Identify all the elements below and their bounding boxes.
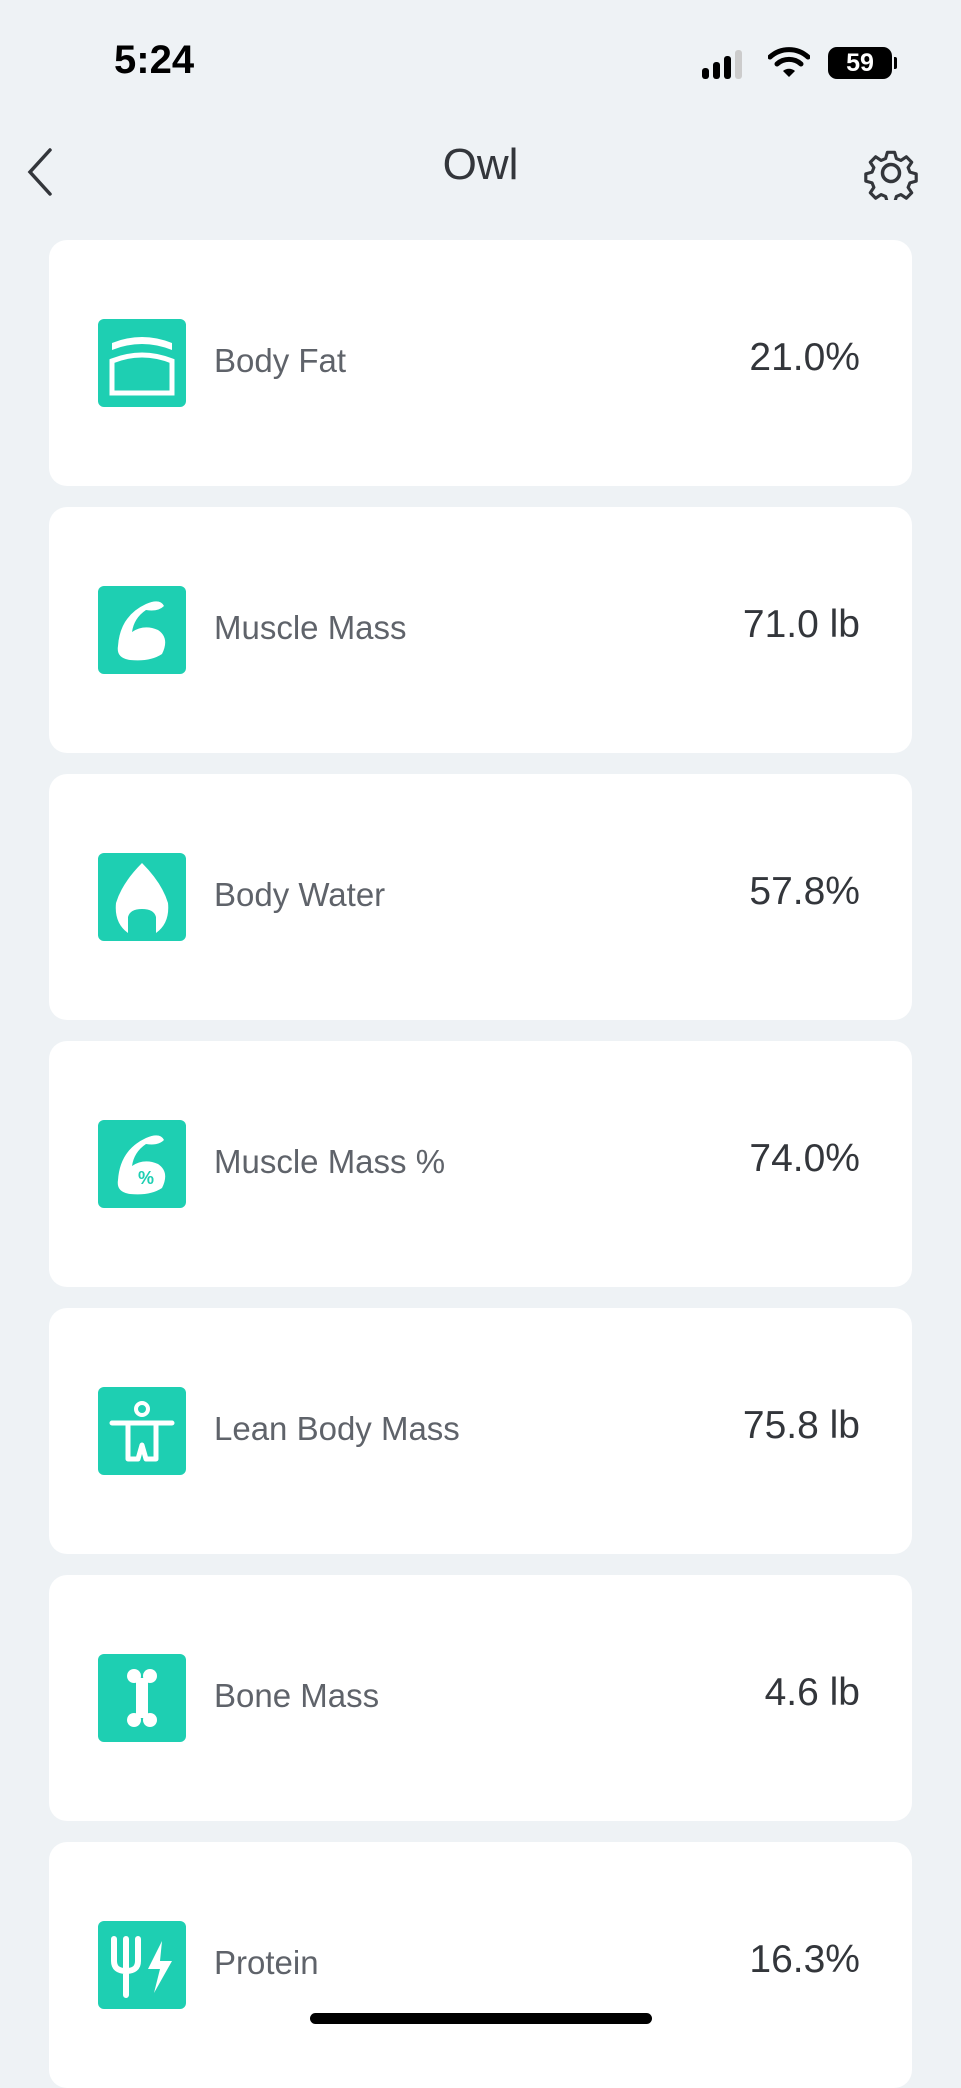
gear-icon[interactable] bbox=[864, 146, 918, 200]
signal-icon bbox=[702, 50, 742, 79]
water-drop-icon bbox=[98, 853, 186, 941]
metric-value: 71.0 lb bbox=[742, 603, 860, 646]
metric-card-muscle-mass-percent[interactable]: % Muscle Mass % 74.0% bbox=[49, 1041, 912, 1287]
battery-indicator: 59 bbox=[828, 47, 892, 79]
chevron-left-icon[interactable] bbox=[20, 146, 60, 198]
body-fat-icon bbox=[98, 319, 186, 407]
home-indicator[interactable] bbox=[310, 2013, 652, 2024]
lean-body-icon bbox=[98, 1387, 186, 1475]
metric-label: Lean Body Mass bbox=[214, 1410, 460, 1447]
metric-value: 16.3% bbox=[749, 1938, 860, 1981]
bone-icon bbox=[98, 1654, 186, 1742]
metric-value: 75.8 lb bbox=[742, 1404, 860, 1447]
metric-card-bone-mass[interactable]: Bone Mass 4.6 lb bbox=[49, 1575, 912, 1821]
status-bar: 5:24 59 bbox=[0, 0, 961, 120]
metric-card-body-fat[interactable]: Body Fat 21.0% bbox=[49, 240, 912, 486]
muscle-percent-icon: % bbox=[98, 1120, 186, 1208]
metric-label: Protein bbox=[214, 1944, 319, 1981]
metric-card-lean-body-mass[interactable]: Lean Body Mass 75.8 lb bbox=[49, 1308, 912, 1554]
metric-value: 74.0% bbox=[749, 1137, 860, 1180]
status-time: 5:24 bbox=[114, 38, 195, 82]
metric-value: 21.0% bbox=[749, 336, 860, 379]
battery-nub bbox=[894, 57, 897, 69]
metric-value: 57.8% bbox=[749, 870, 860, 913]
svg-text:%: % bbox=[138, 1168, 154, 1188]
wifi-icon bbox=[768, 47, 810, 77]
metric-card-body-water[interactable]: Body Water 57.8% bbox=[49, 774, 912, 1020]
metric-label: Body Fat bbox=[214, 342, 347, 379]
page-title: Owl bbox=[442, 140, 519, 189]
muscle-icon bbox=[98, 586, 186, 674]
metric-card-protein[interactable]: Protein 16.3% bbox=[49, 1842, 912, 2088]
protein-icon bbox=[98, 1921, 186, 2009]
metric-card-muscle-mass[interactable]: Muscle Mass 71.0 lb bbox=[49, 507, 912, 753]
metric-value: 4.6 lb bbox=[764, 1671, 860, 1714]
metric-label: Body Water bbox=[214, 876, 386, 913]
metric-label: Muscle Mass bbox=[214, 609, 407, 646]
metric-label: Bone Mass bbox=[214, 1677, 380, 1714]
metric-label: Muscle Mass % bbox=[214, 1143, 446, 1180]
